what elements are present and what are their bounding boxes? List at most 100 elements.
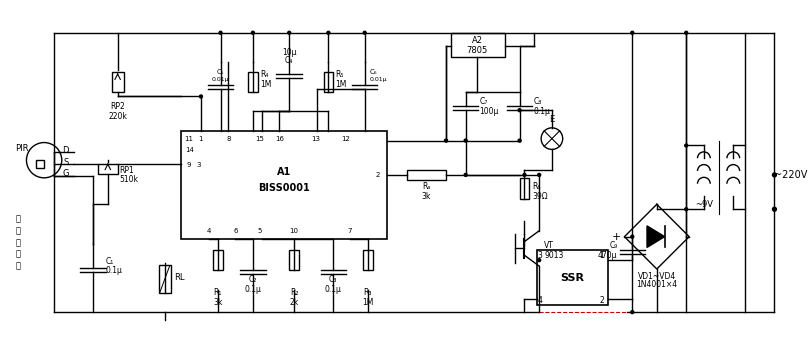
Circle shape: [631, 235, 633, 238]
Text: D: D: [62, 146, 69, 155]
Text: R₁: R₁: [214, 288, 222, 297]
Text: 0.01μ: 0.01μ: [369, 77, 387, 82]
Text: R₄: R₄: [260, 70, 268, 80]
Text: 压: 压: [15, 238, 20, 247]
Text: 2: 2: [599, 296, 604, 305]
Text: R₃: R₃: [364, 288, 372, 297]
Text: C₉: C₉: [609, 241, 617, 250]
Text: 39Ω: 39Ω: [532, 192, 548, 201]
Text: 0.1μ: 0.1μ: [245, 285, 262, 294]
Circle shape: [538, 173, 540, 176]
Text: C₁: C₁: [106, 257, 114, 266]
Text: 1M: 1M: [260, 80, 271, 89]
Text: 1: 1: [599, 251, 604, 260]
Bar: [36, 160, 44, 168]
Text: 0.1μ: 0.1μ: [533, 107, 550, 116]
Circle shape: [327, 31, 330, 34]
Text: A2: A2: [472, 36, 483, 45]
Text: R₆: R₆: [532, 182, 541, 191]
Circle shape: [523, 173, 526, 176]
Circle shape: [538, 259, 540, 262]
Text: 3: 3: [538, 251, 543, 260]
Circle shape: [464, 139, 467, 142]
Text: 4: 4: [538, 296, 543, 305]
Text: 3k: 3k: [422, 192, 431, 201]
Circle shape: [219, 31, 222, 34]
Text: 2: 2: [375, 172, 380, 178]
Circle shape: [363, 31, 366, 34]
Text: 4: 4: [207, 228, 211, 234]
Text: 100μ: 100μ: [480, 107, 499, 116]
Text: 16: 16: [275, 136, 284, 142]
Text: 8: 8: [226, 136, 231, 142]
Bar: [519, 178, 530, 199]
Circle shape: [631, 31, 633, 34]
Text: +: +: [612, 232, 621, 242]
Text: 12: 12: [342, 136, 351, 142]
Text: C₇: C₇: [480, 97, 488, 106]
Bar: [323, 72, 333, 91]
Text: 15: 15: [255, 136, 264, 142]
Text: 1M: 1M: [362, 298, 373, 307]
Text: 0.1μ: 0.1μ: [325, 285, 342, 294]
Text: 透: 透: [15, 250, 20, 259]
Text: E: E: [549, 115, 555, 123]
Text: 浮: 浮: [15, 226, 20, 235]
Text: R₅: R₅: [335, 70, 343, 80]
Text: RL: RL: [174, 273, 185, 282]
Circle shape: [684, 144, 688, 147]
Text: 1M: 1M: [335, 80, 347, 89]
Text: 11: 11: [185, 136, 194, 142]
Circle shape: [288, 31, 291, 34]
Text: R₂: R₂: [290, 288, 298, 297]
Circle shape: [684, 208, 688, 211]
Bar: [112, 72, 123, 91]
Text: 14: 14: [185, 148, 194, 153]
Circle shape: [464, 173, 467, 176]
Text: 1: 1: [198, 136, 203, 142]
Circle shape: [773, 173, 777, 177]
Bar: [363, 250, 373, 270]
Bar: [248, 72, 258, 91]
Text: 10: 10: [290, 228, 299, 234]
Circle shape: [518, 109, 521, 112]
Text: 7: 7: [347, 228, 352, 234]
Circle shape: [445, 139, 447, 142]
Text: 7805: 7805: [467, 46, 488, 55]
Text: 13: 13: [311, 136, 320, 142]
Circle shape: [773, 207, 777, 211]
Circle shape: [684, 31, 688, 34]
Bar: [407, 170, 446, 180]
Bar: [181, 131, 387, 239]
Text: BISS0001: BISS0001: [258, 183, 310, 193]
Text: SSR: SSR: [561, 273, 585, 283]
Text: 镜: 镜: [15, 261, 20, 271]
Text: 0.1μ: 0.1μ: [106, 267, 123, 275]
Circle shape: [518, 139, 521, 142]
Text: PIR: PIR: [15, 144, 28, 153]
Bar: [159, 265, 171, 292]
Text: C₄: C₄: [285, 56, 293, 65]
Text: C₃: C₃: [329, 275, 338, 284]
Text: 0.01μ: 0.01μ: [211, 77, 229, 82]
Text: 510k: 510k: [120, 175, 139, 184]
Text: RP1: RP1: [120, 166, 134, 174]
Bar: [537, 250, 608, 305]
Bar: [451, 33, 505, 57]
Text: 10μ: 10μ: [282, 48, 296, 57]
Text: 9013: 9013: [544, 251, 564, 260]
Circle shape: [631, 311, 633, 313]
Text: RP2: RP2: [110, 102, 125, 111]
Bar: [289, 250, 299, 270]
Text: ~220V: ~220V: [774, 170, 808, 180]
Text: 2k: 2k: [289, 298, 299, 307]
Circle shape: [251, 31, 254, 34]
Polygon shape: [647, 226, 665, 248]
Text: C₆: C₆: [369, 69, 377, 75]
Bar: [213, 250, 223, 270]
Text: 5: 5: [258, 228, 262, 234]
Text: ~9V: ~9V: [695, 200, 713, 209]
Text: Rₐ: Rₐ: [422, 182, 431, 191]
Text: 3: 3: [197, 162, 201, 168]
Text: C₂: C₂: [249, 275, 257, 284]
